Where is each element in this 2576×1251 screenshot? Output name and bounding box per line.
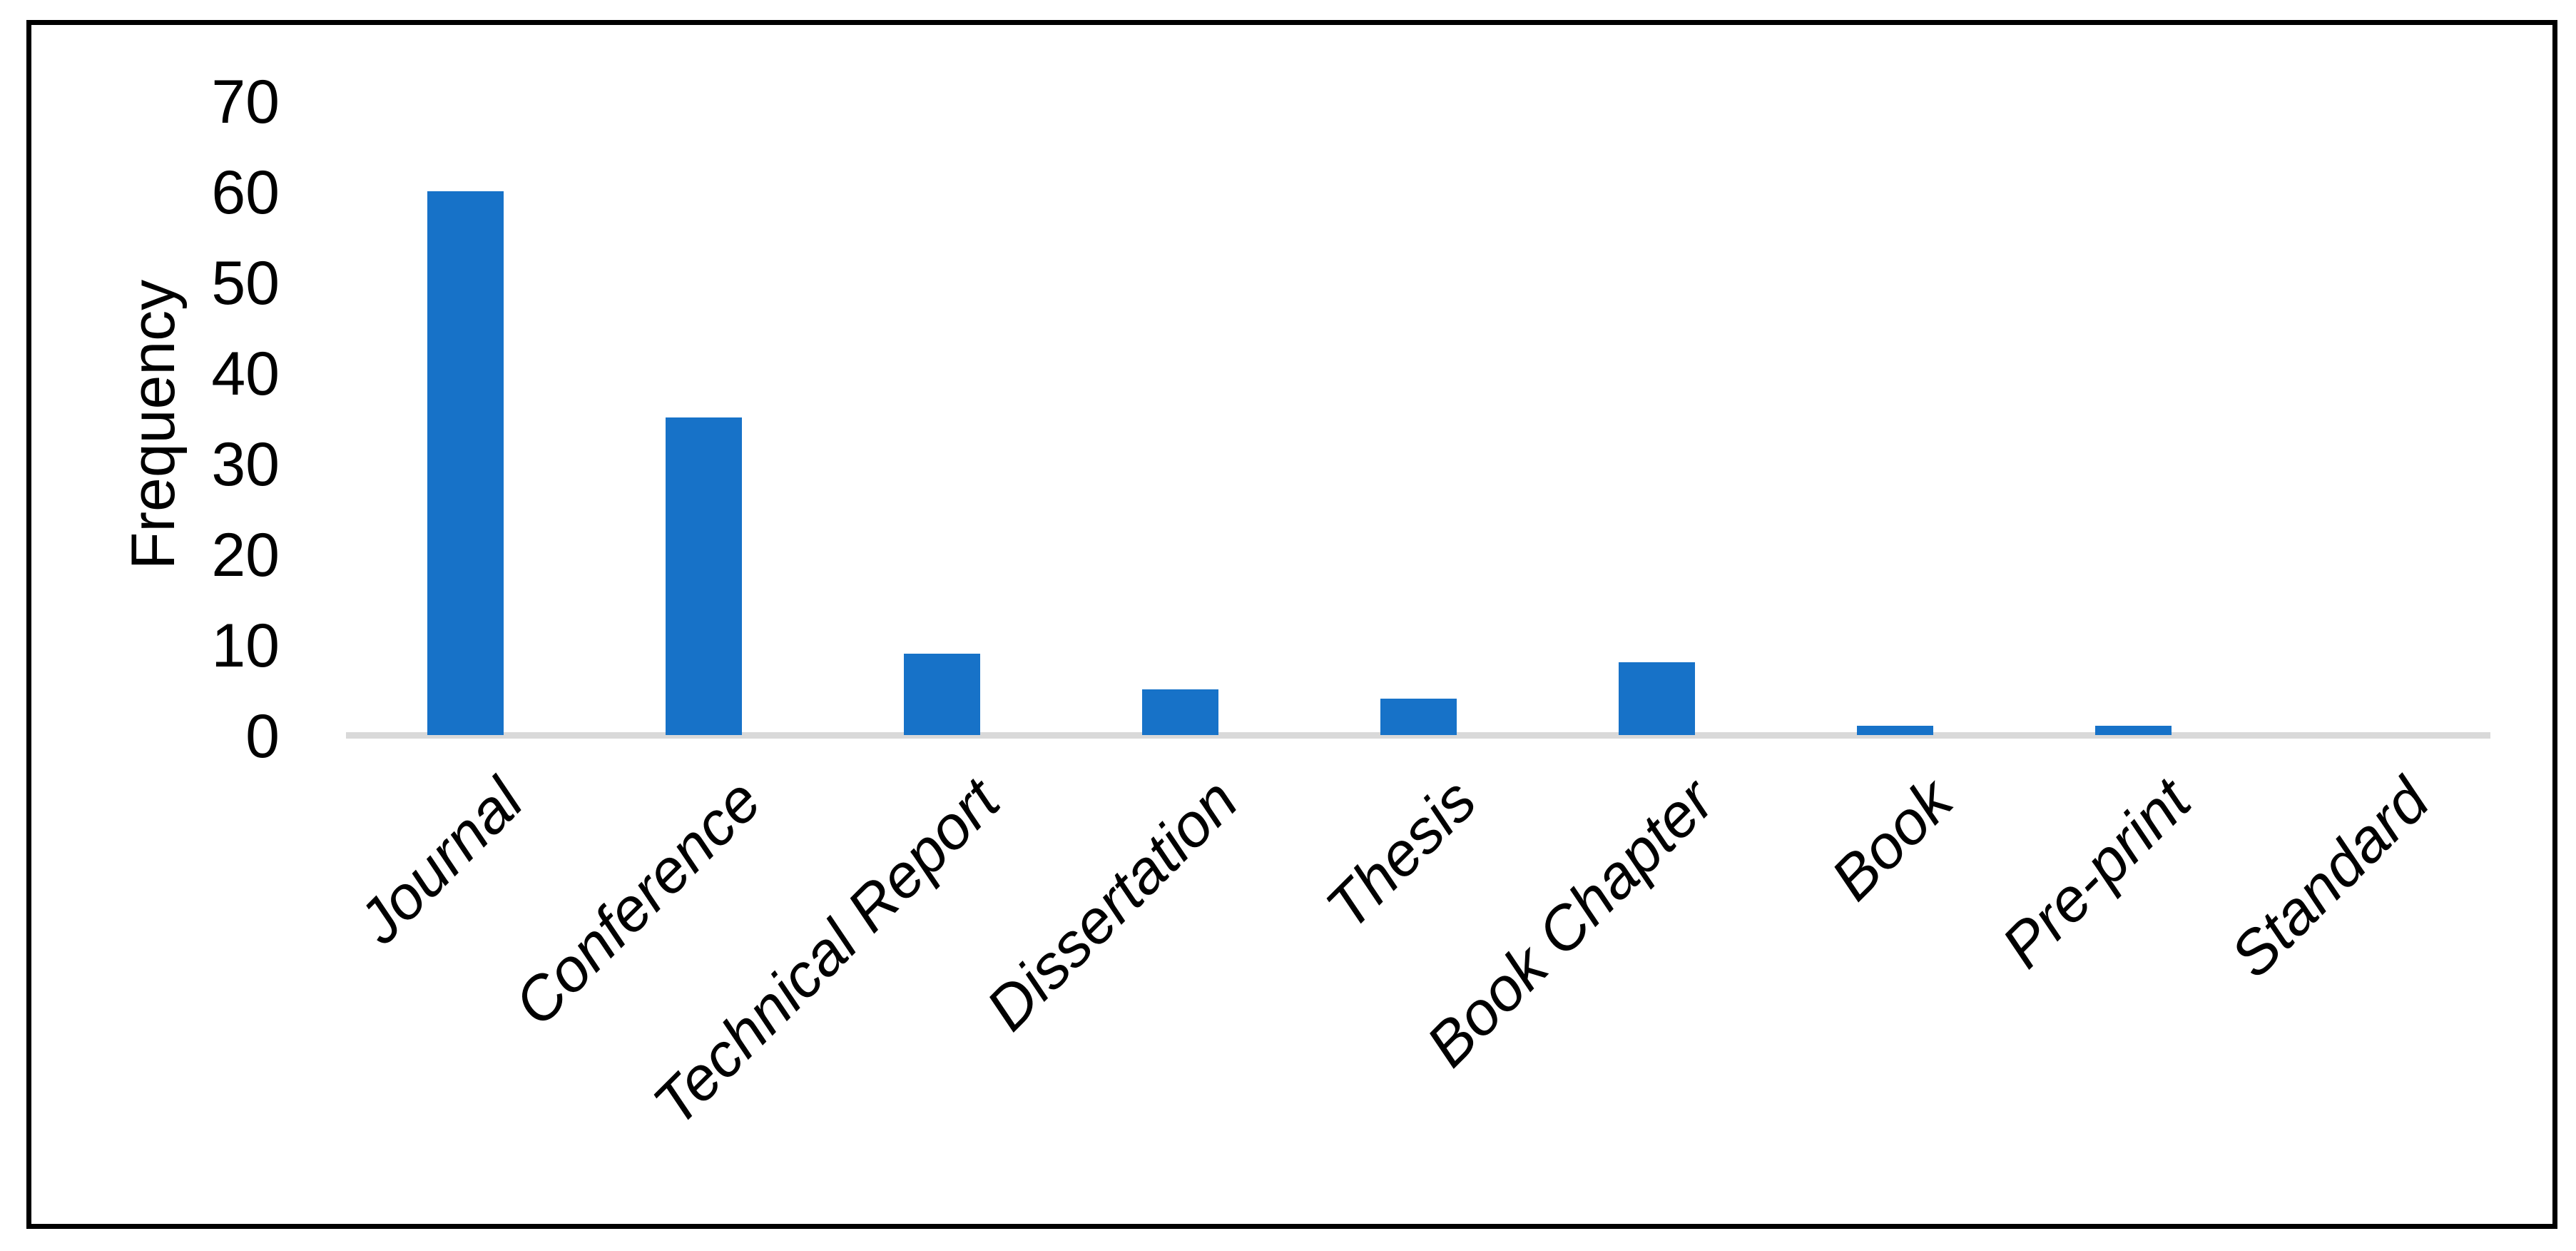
bar-book-chapter xyxy=(1619,662,1695,735)
y-tick-label: 70 xyxy=(211,68,280,136)
y-tick-label: 50 xyxy=(211,249,280,318)
y-tick-label: 60 xyxy=(211,158,280,227)
bar-dissertation xyxy=(1142,689,1218,735)
bar-thesis xyxy=(1380,699,1457,735)
bar-pre-print xyxy=(2095,726,2172,735)
y-tick-label: 40 xyxy=(211,340,280,408)
chart-frame xyxy=(26,20,2557,1229)
y-tick-label: 0 xyxy=(245,702,280,771)
bar-conference xyxy=(666,417,742,735)
y-tick-label: 10 xyxy=(211,612,280,680)
bar-journal xyxy=(427,191,504,735)
bar-technical-report xyxy=(904,654,980,735)
bar-book xyxy=(1857,726,1933,735)
y-tick-label: 30 xyxy=(211,430,280,499)
y-tick-label: 20 xyxy=(211,521,280,589)
x-axis-line xyxy=(346,732,2490,739)
